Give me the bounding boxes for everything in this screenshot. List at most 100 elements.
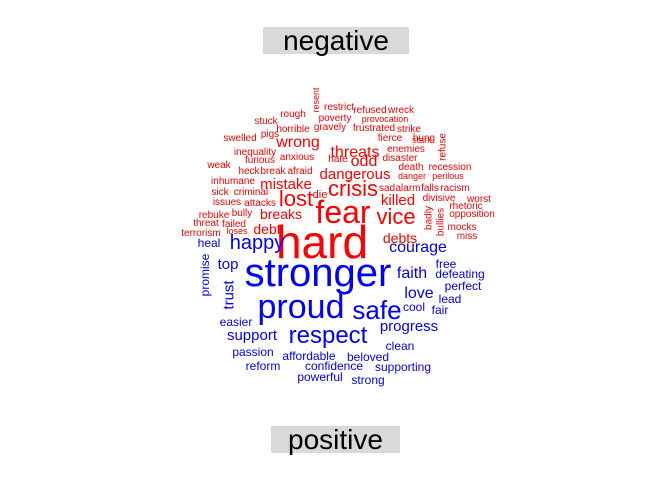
negative-word-opposition: opposition [449, 209, 495, 220]
positive-word-easier: easier [220, 315, 253, 329]
negative-word-provocation: provocation [362, 114, 409, 124]
negative-word-hung: hung [413, 133, 435, 144]
positive-word-lead: lead [439, 292, 462, 306]
negative-word-anxious: anxious [280, 152, 314, 163]
negative-word-odd: odd [351, 153, 378, 170]
negative-word-debts: debts [383, 230, 417, 246]
negative-word-mistake: mistake [260, 176, 312, 193]
negative-word-die: die [313, 189, 328, 201]
positive-word-cool: cool [403, 300, 425, 314]
negative-word-threat: threat [193, 218, 219, 229]
negative-word-attacks: attacks [244, 198, 276, 209]
positive-word-beloved: beloved [347, 350, 389, 364]
negative-word-strike: strike [397, 124, 421, 135]
negative-word-falls: falls [421, 183, 439, 194]
negative-word-hate: hate [328, 154, 348, 165]
negative-word-gravely: gravely [314, 122, 346, 133]
negative-word-threats: threats [331, 144, 380, 161]
positive-word-strong: strong [351, 373, 384, 387]
negative-word-weak: weak [206, 160, 231, 171]
negative-word-death: death [398, 162, 423, 173]
negative-word-wreck: wreck [387, 105, 415, 116]
positive-word-trust: trust [221, 280, 238, 310]
negative-word-fear: fear [315, 194, 370, 230]
negative-word-vice: vice [376, 204, 415, 229]
negative-word-failed: failed [222, 219, 246, 230]
positive-word-reform: reform [246, 359, 281, 373]
negative-word-loses: loses [226, 226, 248, 236]
positive-word-courage: courage [389, 239, 447, 256]
negative-word-disaster: disaster [382, 153, 418, 164]
positive-word-free: free [436, 257, 457, 271]
negative-word-enemies: enemies [387, 144, 425, 155]
positive-word-love: love [404, 285, 433, 302]
negative-word-hard: hard [276, 216, 368, 268]
positive-word-perfect: perfect [445, 279, 482, 293]
negative-word-crisis: crisis [328, 176, 378, 201]
positive-word-fair: fair [432, 303, 449, 317]
negative-word-mocks: mocks [448, 222, 477, 233]
positive-word-progress: progress [380, 318, 438, 335]
negative-word-rhetoric: rhetoric [449, 201, 482, 212]
positive-word-faith: faith [397, 265, 427, 282]
negative-word-dangerous: dangerous [320, 166, 391, 183]
negative-word-debt: debt [253, 221, 280, 237]
negative-word-horrible: horrible [276, 124, 310, 135]
positive-word-proud: proud [258, 288, 345, 326]
negative-word-terrorism: terrorism [181, 228, 220, 239]
negative-word-issues: issues [213, 197, 241, 208]
negative-word-afraid: afraid [287, 166, 312, 177]
positive-word-passion: passion [232, 345, 273, 359]
positive-word-confidence: confidence [305, 359, 363, 373]
negative-word-swelled: swelled [223, 133, 256, 144]
positive-word-defeating: defeating [435, 267, 484, 281]
positive-word-heal: heal [198, 236, 221, 250]
negative-word-stark: stark [412, 135, 432, 145]
positive-word-top: top [218, 256, 239, 273]
negative-word-miss: miss [457, 231, 478, 242]
negative-word-criminal: criminal [234, 187, 268, 198]
negative-word-worst: worst [466, 194, 491, 205]
negative-word-racism: racism [440, 183, 469, 194]
negative-word-stuck: stuck [254, 116, 278, 127]
negative-word-restrict: restrict [324, 102, 354, 113]
negative-word-sick: sick [211, 187, 229, 198]
positive-word-happy: happy [230, 232, 285, 254]
positive-word-support: support [227, 327, 278, 344]
negative-word-break: break [260, 166, 286, 177]
positive-word-respect: respect [289, 322, 368, 349]
negative-word-lost: lost [279, 186, 313, 211]
negative-word-divisive: divisive [423, 193, 456, 204]
positive-word-powerful: powerful [297, 370, 342, 384]
negative-word-inhumane: inhumane [211, 176, 255, 187]
negative-word-killed: killed [381, 192, 415, 209]
positive-word-promise: promise [198, 253, 212, 296]
negative-word-frustrated: frustrated [353, 123, 395, 134]
negative-word-bully: bully [232, 208, 253, 219]
negative-word-poverty: poverty [319, 113, 352, 124]
positive-word-safe: safe [352, 295, 401, 325]
negative-word-wrong: wrong [275, 134, 320, 151]
negative-word-refused: refused [353, 105, 386, 116]
negative-word-recession: recession [429, 162, 472, 173]
positive-word-supporting: supporting [375, 360, 431, 374]
negative-word-danger: danger [398, 171, 426, 181]
negative-word-fierce: fierce [378, 133, 403, 144]
negative-word-pigs: pigs [261, 129, 279, 140]
negative-word-inequality: inequality [234, 147, 276, 158]
negative-word-refuse: refuse [438, 133, 449, 161]
positive-word-affordable: affordable [282, 349, 335, 363]
negative-group-label: negative [263, 27, 409, 55]
negative-word-breaks: breaks [260, 206, 302, 222]
negative-word-sad: sad [379, 183, 395, 194]
positive-word-stronger: stronger [245, 251, 392, 295]
negative-word-perilous: perilous [432, 171, 464, 181]
negative-word-resent: resent [311, 87, 321, 113]
negative-word-heck: heck [238, 166, 260, 177]
negative-word-bullies: bullies [436, 208, 447, 236]
negative-word-badly: badly [424, 206, 435, 230]
negative-word-furious: furious [245, 155, 275, 166]
negative-word-rebuke: rebuke [199, 210, 230, 221]
negative-word-rough: rough [280, 109, 306, 120]
